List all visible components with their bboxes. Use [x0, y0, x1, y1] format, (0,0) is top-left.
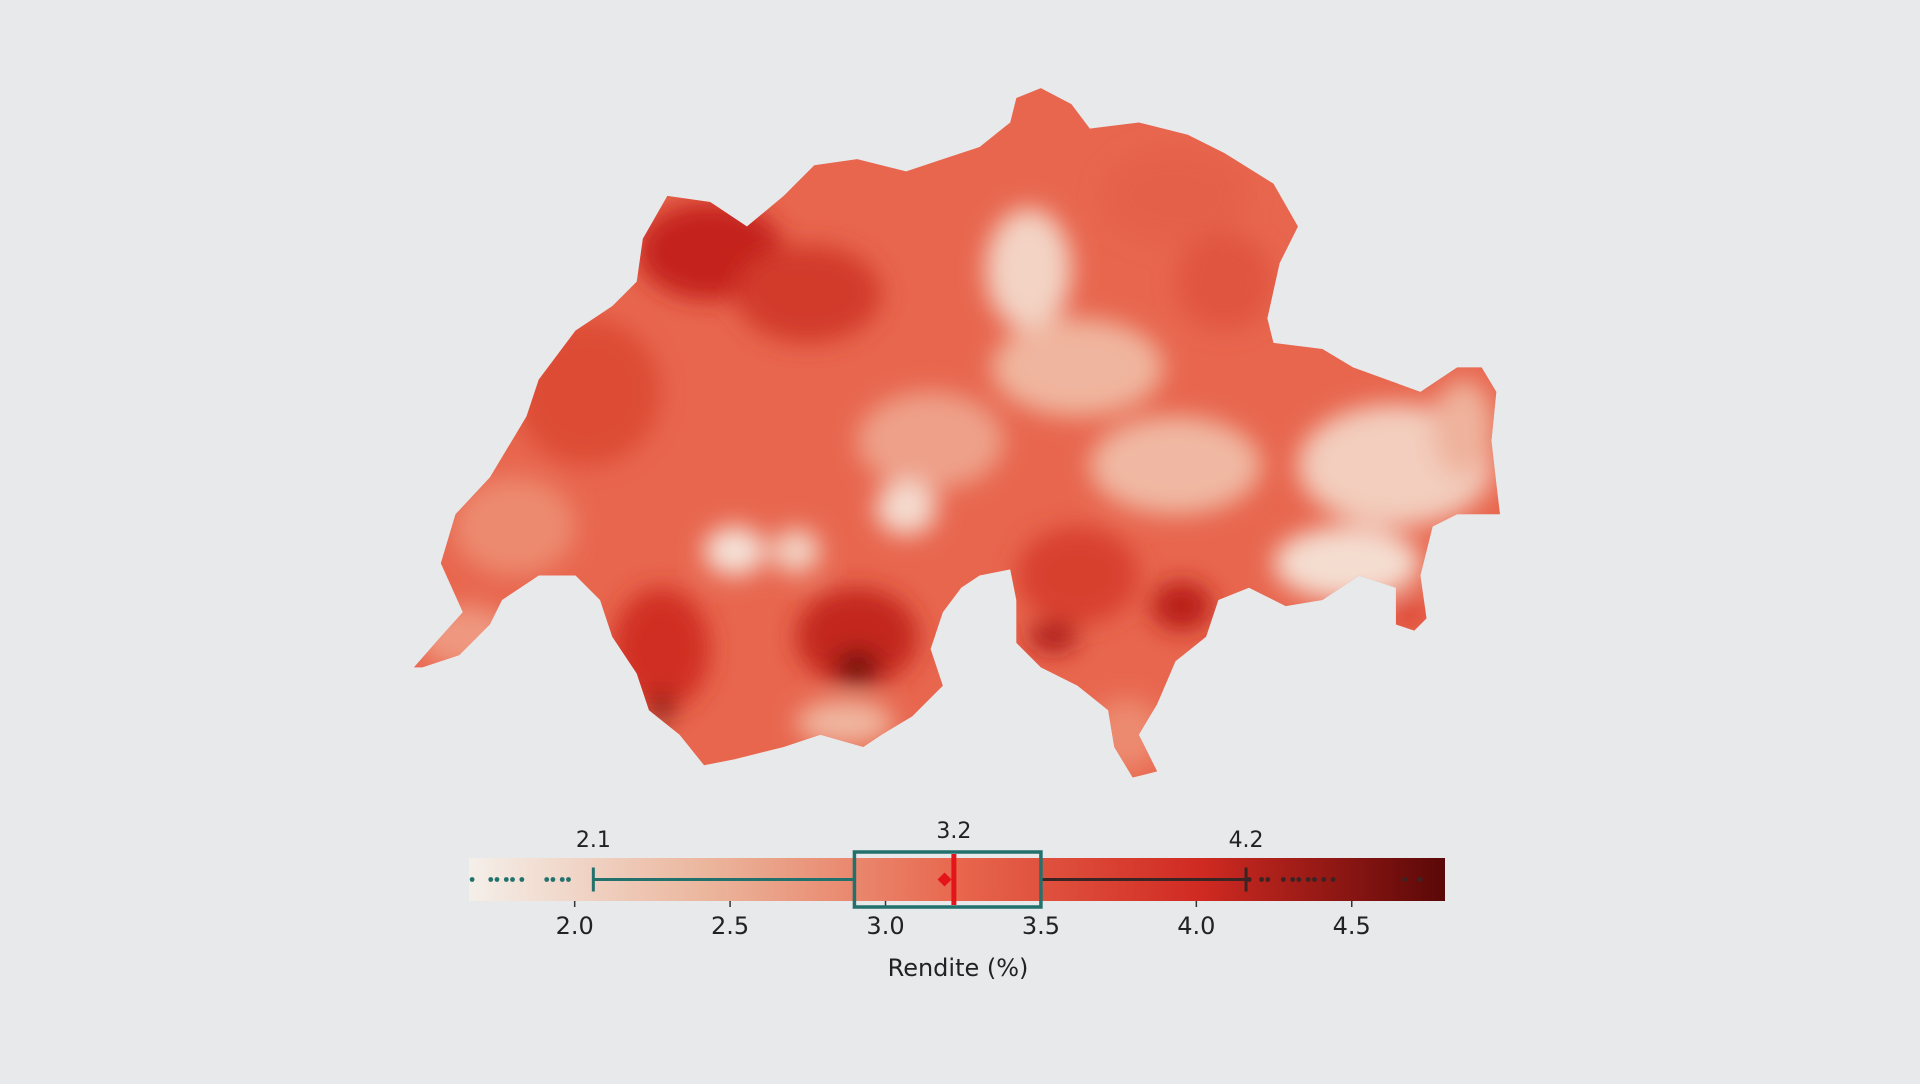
- outlier: [488, 877, 494, 882]
- x-tick-label: 4.0: [1177, 912, 1215, 940]
- x-tick-label: 3.0: [866, 912, 904, 940]
- x-tick-label: 4.5: [1333, 912, 1371, 940]
- outlier: [1265, 877, 1271, 882]
- outlier: [1305, 877, 1311, 882]
- value-label: 3.2: [936, 819, 971, 844]
- outlier: [1417, 877, 1423, 882]
- outlier: [510, 877, 515, 882]
- outlier: [469, 877, 475, 882]
- axis-label: Rendite (%): [888, 954, 1029, 982]
- outlier: [566, 877, 571, 882]
- mean: [937, 872, 952, 887]
- outlier: [1312, 877, 1317, 882]
- outlier: [1402, 877, 1407, 882]
- x-tick-label: 2.5: [711, 912, 749, 940]
- x-tick-label: 2.0: [556, 912, 594, 940]
- outlier: [1246, 877, 1252, 882]
- outlier: [559, 877, 565, 882]
- outlier: [1280, 877, 1286, 882]
- outlier: [1259, 877, 1265, 882]
- outlier: [1321, 877, 1327, 882]
- value-label: 2.1: [576, 828, 611, 853]
- outlier: [519, 877, 525, 882]
- value-label: 4.2: [1229, 828, 1264, 853]
- outlier: [544, 877, 550, 882]
- x-tick-label: 3.5: [1022, 912, 1060, 940]
- box: [852, 850, 1043, 909]
- outlier: [494, 877, 500, 882]
- outlier: [1290, 877, 1296, 882]
- outlier: [550, 877, 556, 882]
- outlier: [1330, 877, 1336, 882]
- outlier: [1296, 877, 1302, 882]
- outlier: [503, 877, 509, 882]
